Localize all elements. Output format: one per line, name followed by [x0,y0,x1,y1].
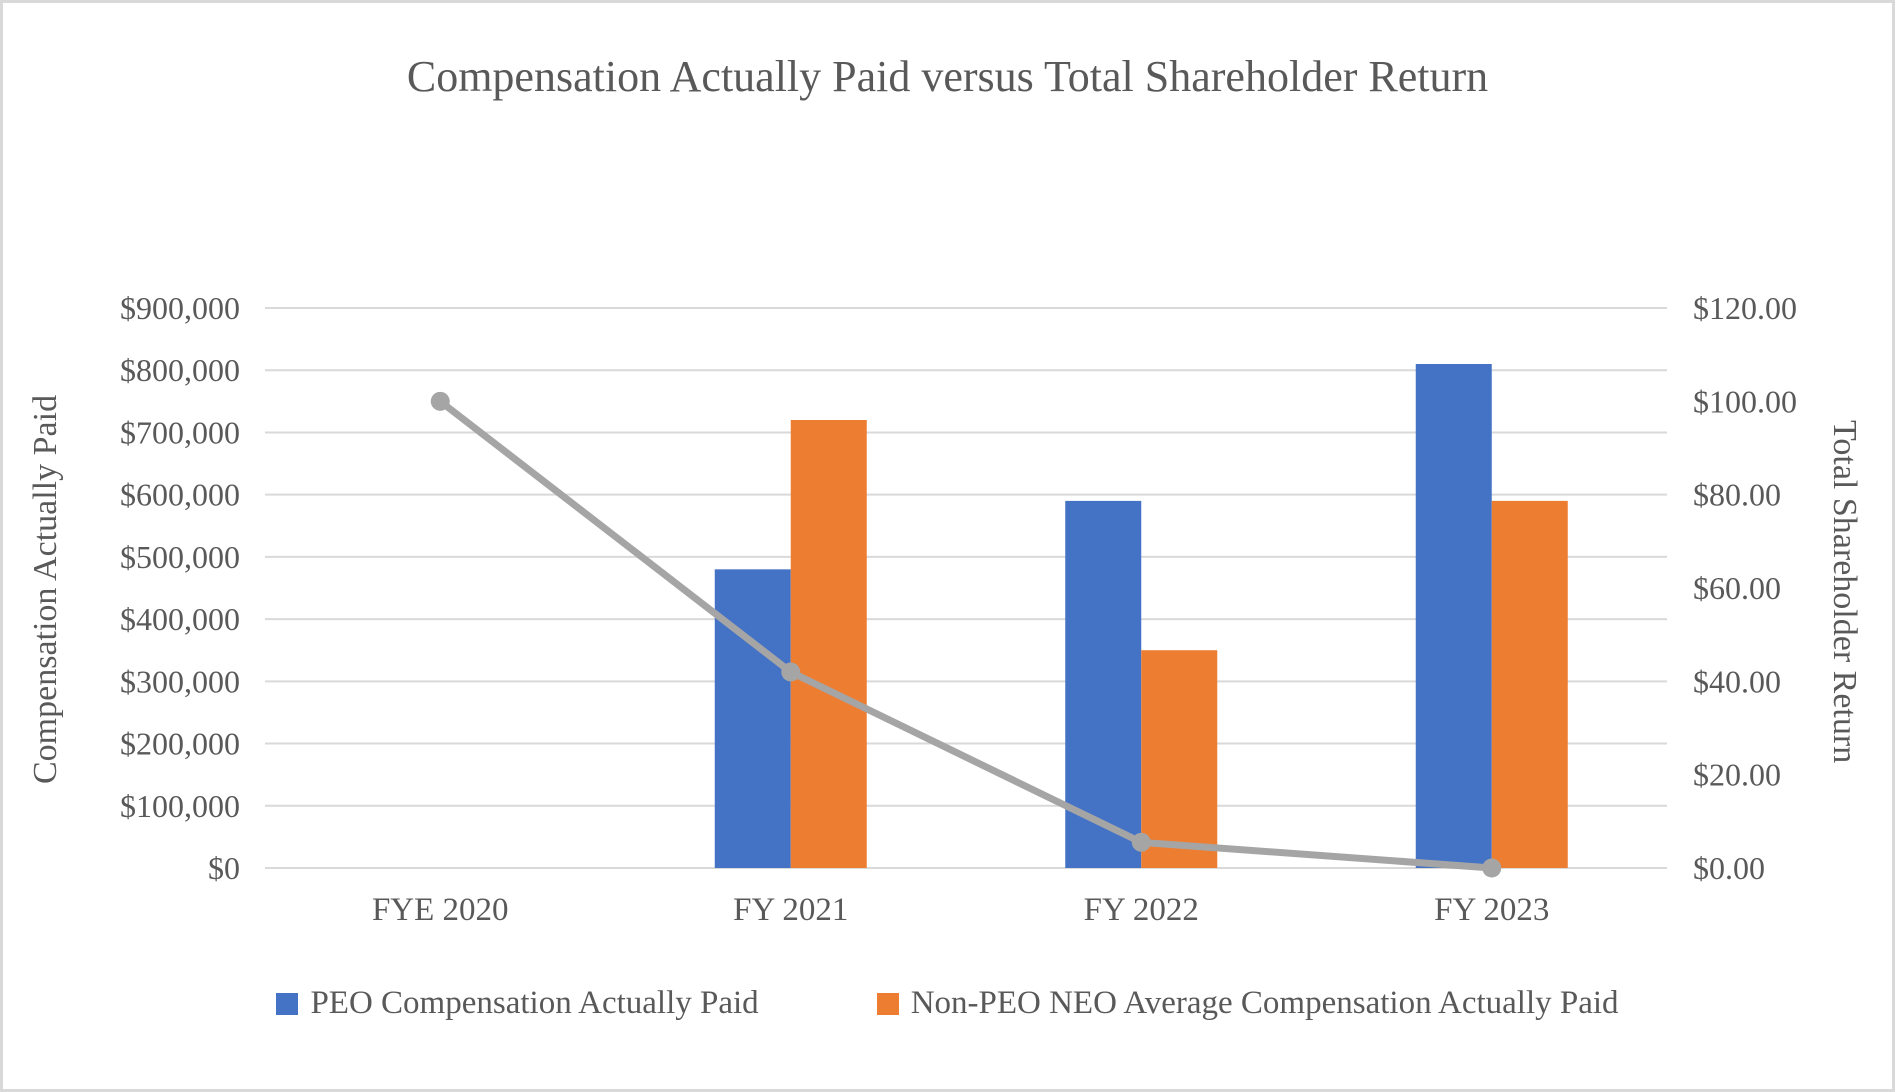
legend-label-peo: PEO Compensation Actually Paid [310,985,759,1021]
right-axis-tick-label: $80.00 [1693,477,1781,513]
left-axis-tick-label: $300,000 [120,663,240,699]
right-axis-tick-label: $120.00 [1693,290,1797,326]
left-axis-tick-label: $100,000 [120,788,240,824]
left-axis-tick-label: $0 [208,850,240,886]
legend-swatch-peo-icon [276,992,299,1015]
bar-peo-fy-2022 [1065,500,1142,868]
left-axis-tick-label: $900,000 [120,290,240,326]
left-axis-tick-label: $600,000 [120,477,240,513]
chart-title: Compensation Actually Paid versus Total … [406,52,1489,101]
x-axis-label: FYE 2020 [372,892,509,928]
legend-item-peo: PEO Compensation Actually Paid [276,985,759,1022]
bar-peo-fy-2023 [1415,364,1492,868]
right-axis-tick-label: $20.00 [1693,757,1781,793]
left-axis-tick-label: $800,000 [120,352,240,388]
left-axis-tick-label: $500,000 [120,539,240,575]
right-axis-tick-label: $40.00 [1693,663,1781,699]
bar-non-peo-fy-2023 [1491,500,1568,868]
left-axis-tick-label: $200,000 [120,726,240,762]
legend-item-non-peo: Non-PEO NEO Average Compensation Actuall… [876,985,1619,1022]
x-axis-label: FY 2021 [733,892,848,928]
tsr-marker-fy-2023 [1482,858,1502,878]
tsr-marker-fy-2021 [781,662,801,682]
left-axis-tick-label: $700,000 [120,414,240,450]
right-axis-tick-label: $100.00 [1693,383,1797,419]
tsr-marker-fye-2020 [430,391,450,411]
right-axis-tick-label: $0.00 [1693,850,1765,886]
bar-non-peo-fy-2021 [790,420,867,868]
right-axis-tick-label: $60.00 [1693,570,1781,606]
left-axis-tick-label: $400,000 [120,601,240,637]
x-axis-label: FY 2023 [1434,892,1549,928]
legend: PEO Compensation Actually Paid Non-PEO N… [3,985,1892,1022]
tsr-line [436,397,1496,872]
legend-label-non-peo: Non-PEO NEO Average Compensation Actuall… [910,985,1619,1021]
plot-area: $0 $100,000 $200,000 $300,000 $400,000 $500,0… [120,290,1797,928]
bar-non-peo-fy-2022 [1141,650,1218,868]
bar-peo-fy-2021 [714,569,791,868]
legend-swatch-non-peo-icon [876,992,899,1015]
x-axis-label: FY 2022 [1084,892,1199,928]
tsr-marker-fy-2022 [1131,832,1151,852]
right-axis-title: Total Shareholder Return [1826,420,1863,764]
